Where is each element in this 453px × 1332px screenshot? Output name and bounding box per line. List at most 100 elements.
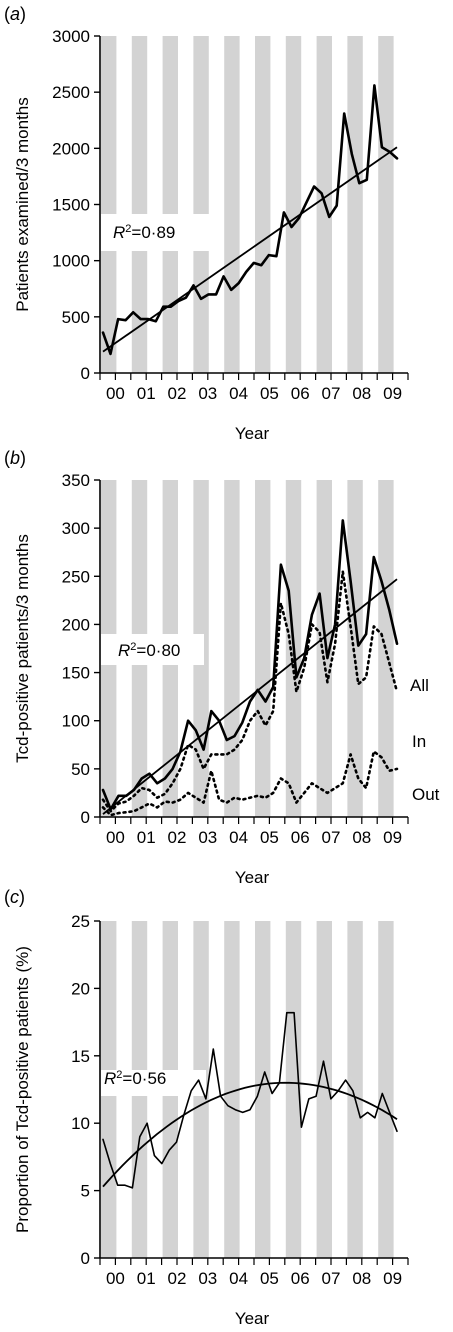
y-tick-label: 0 <box>81 1249 90 1268</box>
shaded-band <box>224 36 240 373</box>
y-axis-title-b: Tcd-positive patients/3 months <box>13 534 32 763</box>
r2-box-b <box>100 634 204 665</box>
x-tick-label: 09 <box>383 1269 402 1288</box>
x-tick-label: 01 <box>137 1269 156 1288</box>
y-tick-label: 50 <box>71 760 90 779</box>
y-tick-label: 1500 <box>52 196 90 215</box>
y-tick-label: 10 <box>71 1114 90 1133</box>
x-tick-label: 08 <box>352 828 371 847</box>
shaded-band <box>285 921 302 1258</box>
series-label-in: In <box>412 732 426 751</box>
trend-line <box>102 146 398 353</box>
y-tick-label: 150 <box>62 664 90 683</box>
x-tick-label: 09 <box>383 828 402 847</box>
y-tick-label: 15 <box>71 1047 90 1066</box>
shaded-band <box>378 36 394 373</box>
shaded-band <box>193 36 209 373</box>
x-tick-label: 04 <box>229 828 248 847</box>
shaded-band <box>255 480 271 817</box>
series-line <box>102 1011 398 1189</box>
y-tick-label: 0 <box>81 808 90 827</box>
y-tick-label: 2500 <box>52 83 90 102</box>
y-tick-label: 5 <box>81 1182 90 1201</box>
shaded-band <box>347 921 363 1258</box>
x-axis-title-c: Year <box>235 1309 270 1328</box>
shaded-band <box>255 36 271 373</box>
x-ticks-b: 00 01 02 03 04 05 06 07 08 09 <box>99 817 409 847</box>
x-tick-label: 08 <box>352 384 371 403</box>
x-axis-title-a: Year <box>235 424 270 443</box>
y-tick-label: 2000 <box>52 139 90 158</box>
y-tick-label: 25 <box>71 912 90 931</box>
x-axis-title-b: Year <box>235 868 270 887</box>
series-lines-c <box>102 1011 398 1189</box>
y-tick-label: 3000 <box>52 27 90 46</box>
y-tick-label: 1000 <box>52 252 90 271</box>
shaded-bands-a <box>101 36 394 373</box>
series-line <box>101 84 399 356</box>
x-ticks-a: 00 01 02 03 04 05 06 07 08 09 <box>99 373 409 403</box>
x-tick-label: 03 <box>198 1269 217 1288</box>
y-axis-title-a: Patients examined/3 months <box>13 97 32 312</box>
x-tick-label: 00 <box>106 828 125 847</box>
x-tick-label: 06 <box>291 384 310 403</box>
r2-label-b: R2=0·80 <box>118 641 180 660</box>
r2-label-a: R2=0·89 <box>113 223 175 242</box>
series-lines-b <box>101 519 399 817</box>
x-tick-label: 05 <box>260 828 279 847</box>
panel-label-c: (c) <box>4 887 25 907</box>
y-tick-label: 0 <box>81 364 90 383</box>
series-line-in <box>101 570 399 813</box>
r2-box-a <box>100 214 212 251</box>
shaded-band <box>101 36 117 373</box>
x-tick-label: 06 <box>291 1269 310 1288</box>
shaded-band <box>255 921 271 1258</box>
y-tick-label: 20 <box>71 979 90 998</box>
series-lines-a <box>101 84 399 356</box>
shaded-band <box>224 921 240 1258</box>
shaded-band <box>162 36 178 373</box>
shaded-band <box>347 36 363 373</box>
y-tick-label: 300 <box>62 519 90 538</box>
y-ticks-a: 0 500 1000 1500 2000 2500 3000 <box>52 27 100 383</box>
x-tick-label: 02 <box>168 828 187 847</box>
series-line-out <box>101 750 399 817</box>
x-tick-label: 01 <box>137 828 156 847</box>
x-tick-label: 06 <box>291 828 310 847</box>
x-tick-label: 00 <box>106 1269 125 1288</box>
shaded-band <box>378 921 394 1258</box>
x-tick-label: 08 <box>352 1269 371 1288</box>
panel-letter-a: a <box>10 4 20 24</box>
x-tick-label: 00 <box>106 384 125 403</box>
x-tick-label: 07 <box>322 384 341 403</box>
x-tick-label: 01 <box>137 384 156 403</box>
x-tick-label: 04 <box>229 384 248 403</box>
x-tick-label: 07 <box>322 1269 341 1288</box>
shaded-band <box>285 36 302 373</box>
x-tick-label: 05 <box>260 1269 279 1288</box>
x-tick-label: 03 <box>198 828 217 847</box>
series-label-all: All <box>410 676 429 695</box>
panel-label-b: (b) <box>4 448 26 468</box>
x-tick-label: 05 <box>260 384 279 403</box>
series-line-all <box>101 519 399 811</box>
x-tick-label: 07 <box>322 828 341 847</box>
r2-box-c <box>100 1070 206 1096</box>
shaded-band <box>224 480 240 817</box>
x-tick-label: 03 <box>198 384 217 403</box>
x-tick-label: 09 <box>383 384 402 403</box>
x-tick-label: 04 <box>229 1269 248 1288</box>
y-tick-label: 500 <box>62 308 90 327</box>
shaded-band <box>316 921 332 1258</box>
y-axis-title-c: Proportion of Tcd-positive patients (%) <box>13 946 32 1233</box>
y-tick-label: 100 <box>62 712 90 731</box>
y-ticks-c: 0 5 10 15 20 25 <box>71 912 100 1268</box>
shaded-band <box>131 36 148 373</box>
trend-curve <box>102 1081 398 1188</box>
shaded-band <box>316 480 332 817</box>
x-tick-label: 02 <box>168 384 187 403</box>
